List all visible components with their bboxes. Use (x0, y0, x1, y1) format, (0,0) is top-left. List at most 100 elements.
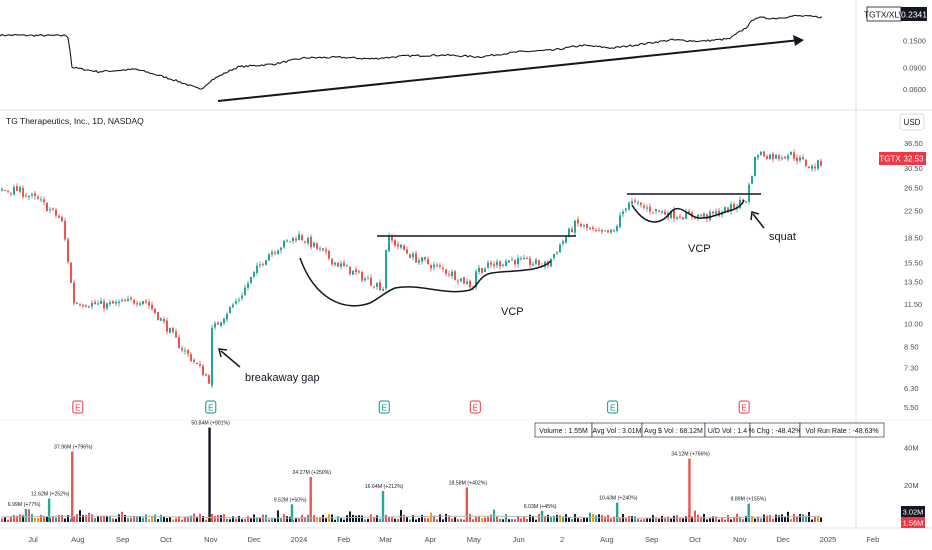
candle-body (352, 270, 354, 275)
candle-body (46, 202, 48, 212)
stats-cell-label: % Chg : -48.42% (749, 428, 802, 435)
candle-body (250, 276, 252, 284)
volume-bar (805, 515, 807, 522)
candle-body (517, 258, 519, 265)
candle-body (187, 349, 189, 354)
candle-body (226, 313, 228, 320)
earnings-marker-label: E (473, 404, 478, 413)
volume-bar (322, 514, 324, 522)
candle-body (511, 259, 513, 261)
earnings-marker[interactable] (469, 400, 481, 414)
volume-bar (121, 511, 123, 522)
earnings-marker[interactable] (72, 400, 84, 414)
volume-bar (274, 518, 276, 522)
candle-body (757, 155, 759, 158)
breakaway-gap-arrow (220, 350, 241, 368)
volume-bar (40, 514, 42, 522)
price-tick-label: 7.30 (904, 364, 919, 373)
last-price-tag-symbol (879, 152, 901, 165)
earnings-marker[interactable] (607, 400, 619, 414)
earnings-marker-label: E (610, 404, 615, 413)
candle-body (523, 257, 525, 260)
candle-body (343, 262, 345, 266)
candle-body (244, 287, 246, 296)
candle-body (289, 241, 291, 243)
candle-body (565, 236, 567, 243)
volume-bar (298, 518, 300, 522)
volume-bar (34, 517, 36, 522)
volume-bar (559, 514, 561, 522)
volume-spike-bar (747, 503, 750, 522)
candle-body (115, 301, 117, 304)
candle-body (790, 151, 792, 155)
earnings-marker[interactable] (378, 400, 390, 414)
candle-body (589, 227, 591, 229)
volume-bar (562, 516, 564, 522)
volume-bar (793, 513, 795, 522)
volume-bar (394, 518, 396, 522)
candle-body (52, 208, 54, 210)
volume-bar (811, 519, 813, 522)
candle-body (181, 348, 183, 351)
time-axis-label: Sep (645, 535, 658, 544)
volume-bar (409, 519, 411, 522)
candle-body (628, 202, 630, 210)
candle-body (496, 261, 498, 266)
volume-last-value: 1.56M (903, 519, 924, 528)
candle-body (793, 152, 795, 159)
candle-body (259, 264, 261, 266)
candle-body (235, 301, 237, 304)
candle-body (19, 187, 21, 192)
candle-body (397, 244, 399, 247)
volume-bar (130, 517, 132, 522)
candle-body (172, 328, 174, 332)
candle-body (40, 199, 42, 201)
candle-body (367, 278, 369, 280)
candle-body (232, 304, 234, 308)
candle-body (760, 151, 762, 155)
candle-body (22, 187, 24, 197)
candle-body (580, 224, 582, 227)
volume-bar (799, 514, 801, 522)
volume-bar (250, 517, 252, 522)
candle-body (661, 211, 663, 213)
volume-bar (766, 515, 768, 522)
candle-body (88, 306, 90, 308)
volume-spike-label: 9.89M (+155%) (731, 497, 767, 503)
volume-bar (400, 509, 402, 522)
volume-bar (391, 516, 393, 522)
candle-body (415, 253, 417, 263)
price-tick-label: 8.50 (904, 342, 919, 351)
squat-arrowhead (750, 211, 760, 221)
time-axis-label: Feb (866, 535, 879, 544)
candle-body (214, 323, 216, 328)
volume-bar (619, 518, 621, 522)
currency-button[interactable] (899, 113, 925, 131)
volume-bar (238, 516, 240, 522)
candle-body (412, 253, 414, 258)
volume-bar (205, 519, 207, 522)
candle-body (478, 267, 480, 272)
volume-avg-value: 3.02M (903, 508, 924, 517)
candle-body (562, 241, 564, 244)
volume-bar (247, 516, 249, 522)
price-tick-label: 36.50 (904, 139, 923, 148)
volume-bar (424, 517, 426, 522)
earnings-marker[interactable] (205, 400, 217, 414)
candle-body (817, 160, 819, 169)
volume-bar (397, 518, 399, 522)
candle-body (733, 203, 735, 208)
candle-body (469, 280, 471, 288)
candle-body (4, 190, 6, 192)
volume-bar (202, 516, 204, 522)
candle-body (544, 261, 546, 267)
volume-bar (574, 514, 576, 522)
time-axis-label: Oct (689, 535, 702, 544)
candle-body (106, 303, 108, 309)
volume-panel: Volume : 1.55M Avg Vol : 3.01M Avg $ Vol :… (0, 421, 925, 528)
earnings-marker[interactable] (738, 400, 750, 414)
volume-bar (649, 517, 651, 522)
candle-body (133, 300, 135, 304)
price-tick-label: 26.50 (904, 184, 923, 193)
volume-bar (646, 518, 648, 522)
